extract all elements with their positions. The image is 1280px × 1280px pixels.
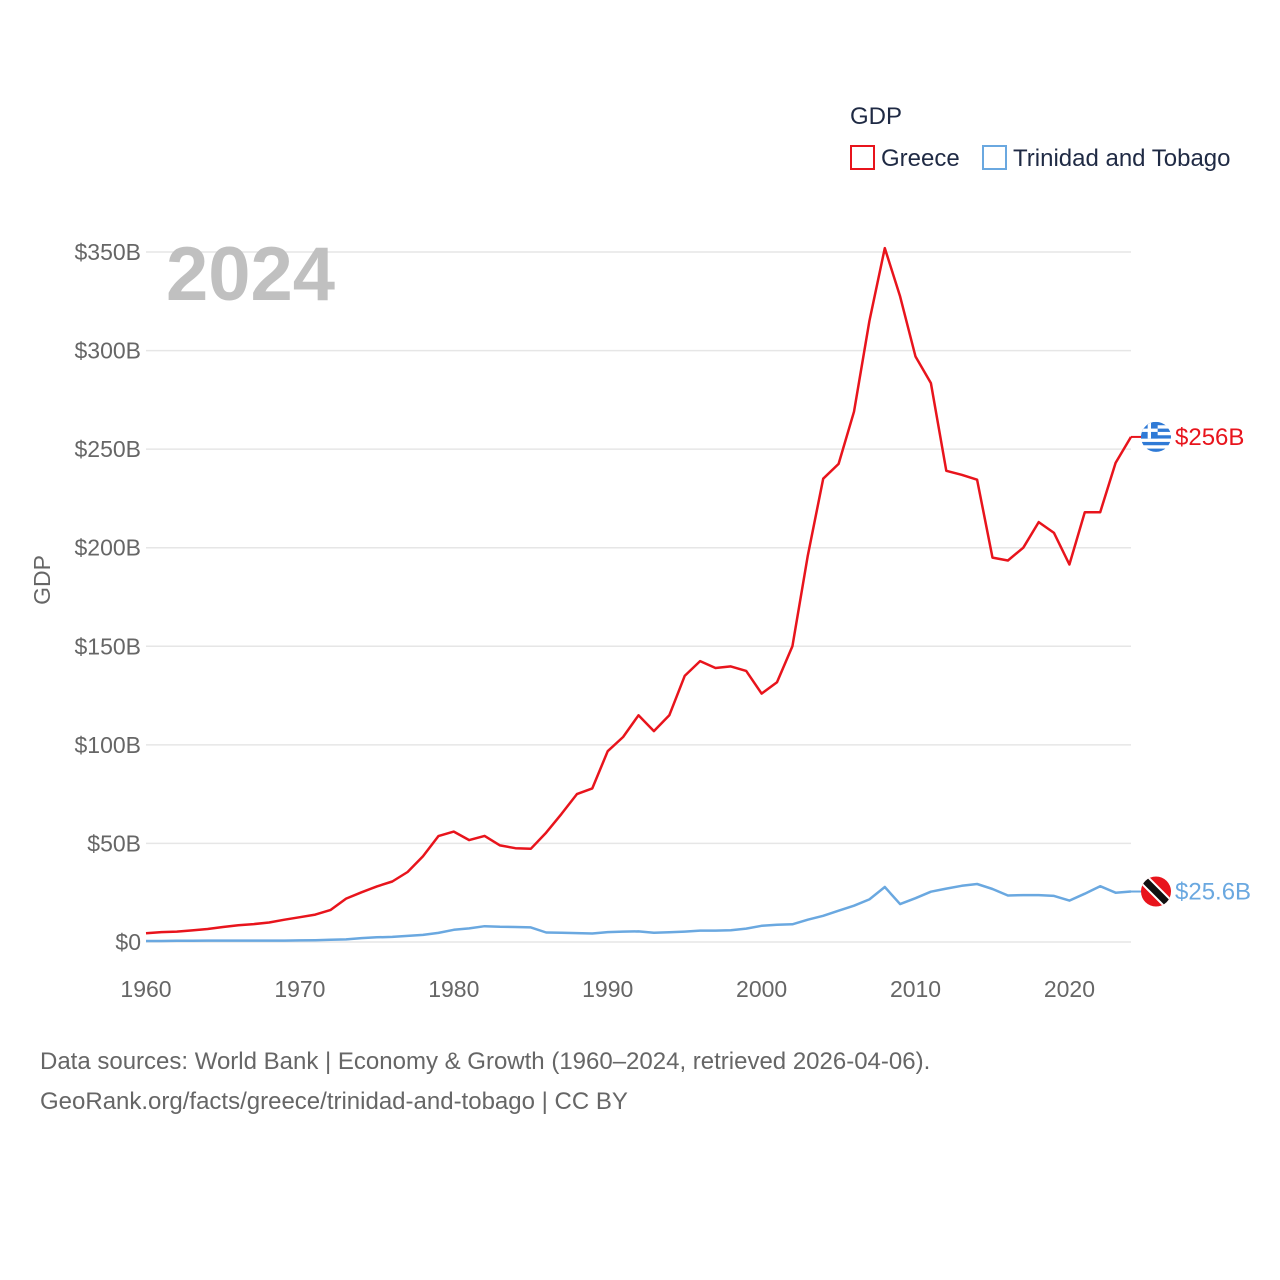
greece-flag-icon <box>1141 421 1171 452</box>
legend-swatch-trinidad-and-tobago <box>982 145 1007 170</box>
legend-title: GDP <box>850 103 902 130</box>
x-tick-label: 1980 <box>428 976 479 1002</box>
legend-label-greece: Greece <box>881 145 960 172</box>
legend: GDP Greece Trinidad and Tobago <box>850 103 1231 172</box>
series-line-trinidad-and-tobago[interactable] <box>146 882 1132 943</box>
end-value-label-trinidad-and-tobago: $25.6B <box>1175 879 1251 906</box>
trinidad-and-tobago-flag-icon <box>1141 876 1171 907</box>
y-tick-label: $250B <box>74 436 141 462</box>
end-value-label-greece: $256B <box>1175 424 1244 451</box>
y-tick-label: $300B <box>74 338 141 364</box>
x-tick-label: 2010 <box>890 976 941 1002</box>
data-source-note: Data sources: World Bank | Economy & Gro… <box>40 1042 930 1122</box>
year-watermark: 2024 <box>166 232 335 317</box>
legend-swatch-greece <box>850 145 875 170</box>
legend-item-trinidad-and-tobago[interactable]: Trinidad and Tobago <box>982 145 1231 172</box>
y-tick-label: $350B <box>74 239 141 265</box>
y-tick-label: $100B <box>74 732 141 758</box>
source-line-1: Data sources: World Bank | Economy & Gro… <box>40 1048 931 1075</box>
legend-item-greece[interactable]: Greece <box>850 145 960 172</box>
gridlines <box>146 251 1131 943</box>
series-line-greece[interactable] <box>145 246 1133 935</box>
series-lines <box>145 246 1133 943</box>
y-tick-label: $200B <box>74 535 141 561</box>
x-tick-label: 1970 <box>274 976 325 1002</box>
x-axis-ticks: 1960 1970 1980 1990 2000 2010 2020 <box>120 976 1095 1002</box>
y-tick-label: $50B <box>87 830 141 856</box>
x-tick-label: 1960 <box>120 976 171 1002</box>
x-tick-label: 2020 <box>1044 976 1095 1002</box>
y-axis-ticks: $0 $50B $100B $150B $200B $250B $300B $350B <box>74 239 141 955</box>
series-end-markers: $256B $25.6B <box>1131 421 1251 907</box>
y-tick-label: $0 <box>115 929 141 955</box>
x-tick-label: 1990 <box>582 976 633 1002</box>
x-tick-label: 2000 <box>736 976 787 1002</box>
y-tick-label: $150B <box>74 633 141 659</box>
y-axis-title: GDP <box>29 555 55 605</box>
legend-label-trinidad-and-tobago: Trinidad and Tobago <box>1013 145 1231 172</box>
source-line-2[interactable]: GeoRank.org/facts/greece/trinidad-and-to… <box>40 1088 628 1115</box>
